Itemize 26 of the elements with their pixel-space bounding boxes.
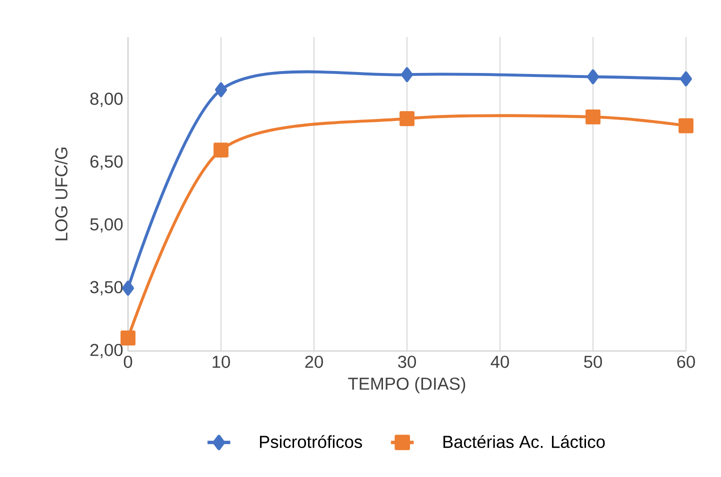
point [215,82,227,98]
y-tick-label: 5,00 [90,218,123,233]
y-axis-title: LOG UFC/G [54,148,68,240]
point [400,111,414,126]
x-tick-label: 0 [124,356,132,368]
y-tick-label: 3,50 [90,281,123,296]
point [587,69,599,84]
x-axis-title: TEMPO (DIAS) [348,377,466,394]
x-tick-label: 50 [584,356,602,368]
x-tick-label: 60 [677,356,695,368]
x-tick-label: 10 [212,356,230,368]
legend-label: Psicrotróficos [260,435,362,448]
y-tick-label: 8,00 [90,92,123,107]
y-tick-label: 6,50 [90,155,123,170]
legend-label: Bactérias Ac. Láctico [443,435,605,448]
point [214,142,228,158]
point [680,71,692,86]
point [678,118,694,134]
y-tick-label: 2,00 [90,344,123,358]
point [586,109,600,124]
point [120,330,136,346]
x-tick-label: 20 [305,356,323,368]
x-tick-label: 30 [398,356,416,368]
x-tick-label: 40 [490,356,509,368]
point [122,280,134,296]
point [401,67,413,82]
